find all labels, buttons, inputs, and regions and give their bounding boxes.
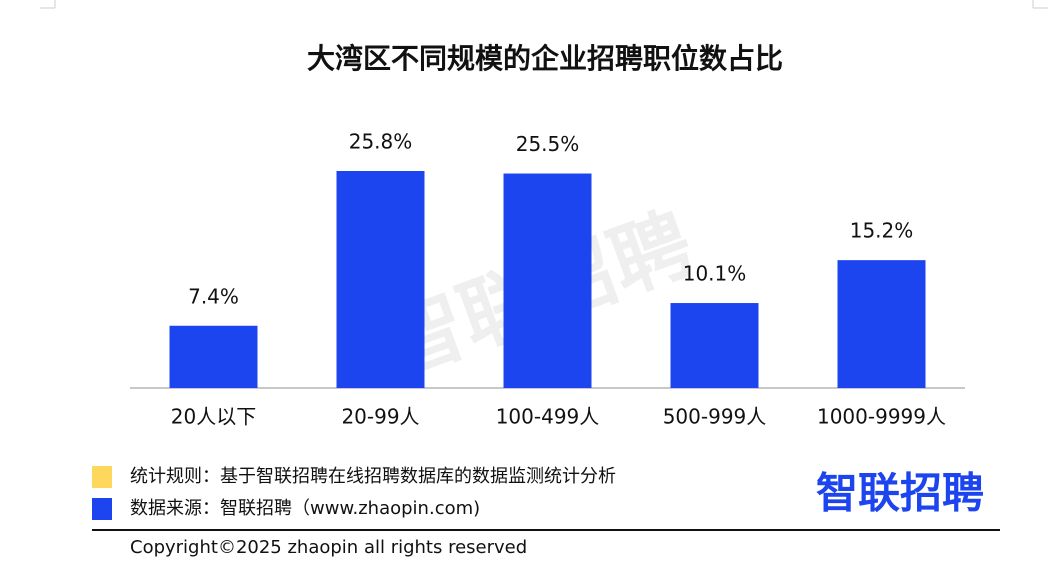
bar (670, 303, 759, 388)
legend-swatch (92, 466, 112, 488)
bar (336, 171, 425, 388)
bar (169, 325, 258, 388)
footer-note: 数据来源：智联招聘（www.zhaopin.com) (130, 498, 480, 519)
logo: 智联招聘 (816, 469, 984, 518)
value-label: 25.8% (349, 130, 413, 154)
value-label: 7.4% (188, 284, 239, 308)
bar (837, 260, 926, 388)
x-tick-label: 20人以下 (171, 405, 256, 429)
legend-swatch (92, 498, 112, 520)
chart-title: 大湾区不同规模的企业招聘职位数占比 (307, 42, 783, 75)
bar (503, 173, 592, 388)
footer-note: 统计规则：基于智联招聘在线招聘数据库的数据监测统计分析 (130, 466, 616, 487)
x-tick-label: 100-499人 (496, 405, 600, 429)
x-tick-label: 500-999人 (663, 405, 767, 429)
x-tick-label: 1000-9999人 (817, 405, 946, 429)
value-label: 10.1% (683, 262, 747, 286)
value-label: 15.2% (850, 219, 914, 243)
x-tick-label: 20-99人 (341, 405, 419, 429)
copyright: Copyright©2025 zhaopin all rights reserv… (130, 537, 527, 558)
value-label: 25.5% (516, 132, 580, 156)
